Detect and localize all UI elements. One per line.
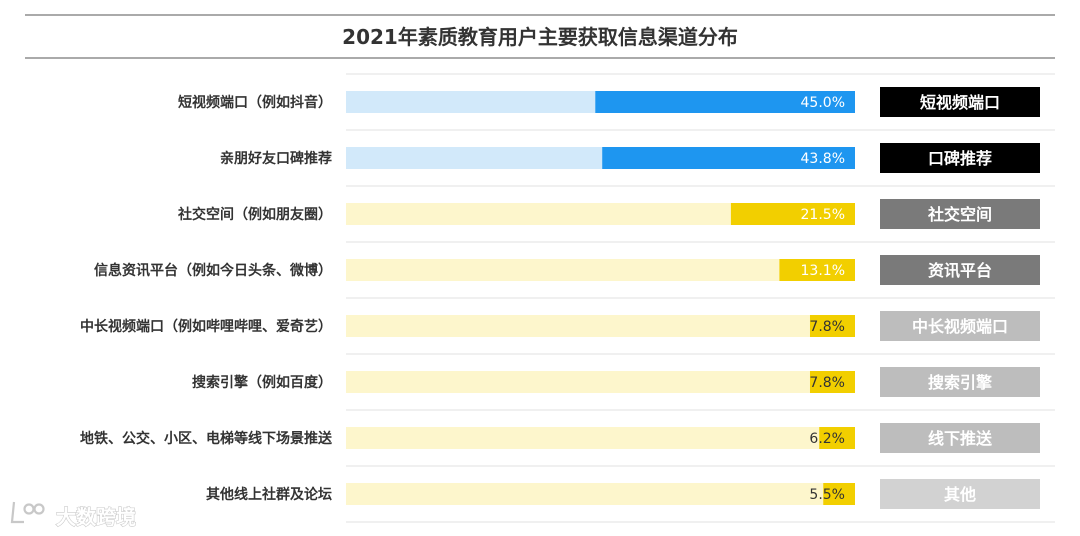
- bar-track: [346, 483, 855, 505]
- category-label: 短视频端口（例如抖音）: [178, 94, 332, 111]
- channel-tag-label: 资讯平台: [928, 261, 992, 280]
- category-label: 搜索引擎（例如百度）: [192, 374, 332, 391]
- channel-tag-label: 口碑推荐: [928, 149, 992, 168]
- logo-icon: [10, 501, 45, 524]
- category-label: 中长视频端口（例如哔哩哔哩、爱奇艺）: [80, 318, 332, 335]
- bar: [823, 483, 855, 505]
- bar-track: [346, 203, 855, 225]
- watermark: 大数跨境: [10, 501, 137, 530]
- channel-tag: [880, 87, 1040, 117]
- category-label: 地铁、公交、小区、电梯等线下场景推送: [80, 430, 333, 447]
- bar: [809, 371, 855, 393]
- channel-tag: [880, 311, 1040, 341]
- bar-track: [346, 259, 855, 281]
- bar: [602, 147, 855, 169]
- category-label: 社交空间（例如朋友圈）: [177, 206, 332, 223]
- bar-track: [346, 315, 855, 337]
- category-label: 亲朋好友口碑推荐: [220, 150, 332, 167]
- channel-tag: [880, 199, 1040, 229]
- value-label: 7.8%: [809, 375, 845, 391]
- watermark-text: 大数跨境: [56, 505, 136, 529]
- channel-tag: [880, 367, 1040, 397]
- bar: [809, 315, 855, 337]
- value-label: 45.0%: [801, 95, 845, 111]
- bar: [779, 259, 855, 281]
- value-label: 5.5%: [809, 487, 845, 503]
- category-label: 其他线上社群及论坛: [206, 486, 332, 503]
- chart-title: 2021年素质教育用户主要获取信息渠道分布: [342, 25, 738, 49]
- bar-track: [346, 371, 855, 393]
- bar: [730, 203, 855, 225]
- value-label: 21.5%: [801, 207, 845, 223]
- value-label: 7.8%: [809, 319, 845, 335]
- channel-tag-label: 线下推送: [928, 429, 993, 448]
- channel-tag-label: 中长视频端口: [912, 317, 1008, 336]
- category-label: 信息资讯平台（例如今日头条、微博）: [94, 262, 332, 279]
- channel-tag-label: 其他: [944, 485, 976, 504]
- channel-tag-label: 短视频端口: [920, 93, 1000, 112]
- channel-tag-label: 社交空间: [927, 205, 992, 224]
- channel-tag-label: 搜索引擎: [928, 373, 993, 392]
- value-label: 6.2%: [809, 431, 845, 447]
- value-label: 13.1%: [801, 263, 845, 279]
- bar: [819, 427, 855, 449]
- bar: [595, 91, 855, 113]
- channel-tag: [880, 143, 1040, 173]
- value-label: 43.8%: [801, 151, 845, 167]
- bar-track: [346, 427, 855, 449]
- channel-tag: [880, 479, 1040, 509]
- channel-tag: [880, 255, 1040, 285]
- channel-tag: [880, 423, 1040, 453]
